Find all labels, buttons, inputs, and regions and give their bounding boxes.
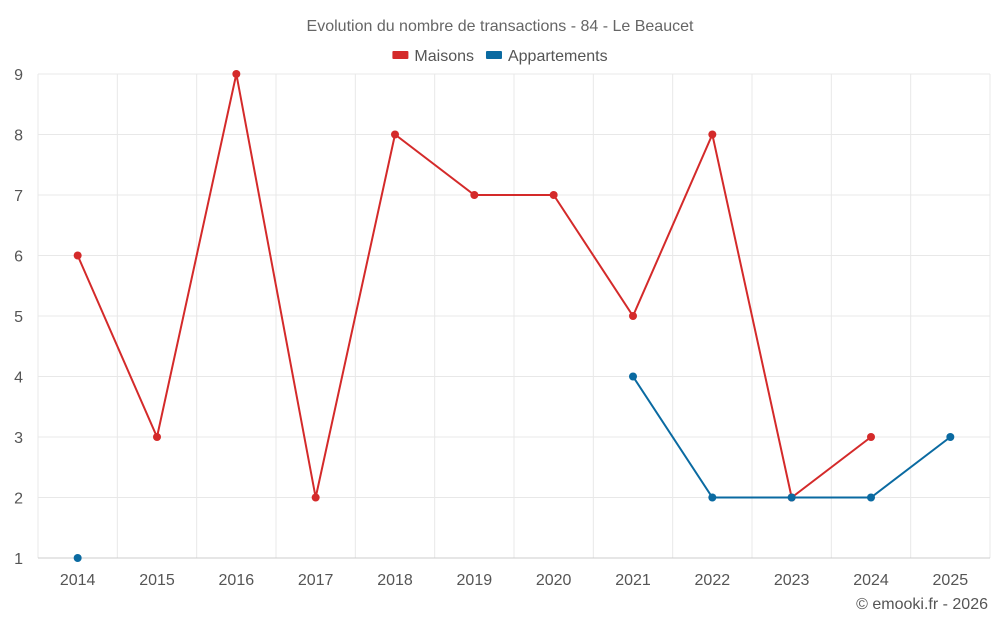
data-point[interactable]: [629, 372, 637, 381]
data-point[interactable]: [708, 493, 717, 502]
data-point[interactable]: [470, 191, 479, 199]
x-tick-label: 2020: [536, 572, 572, 589]
x-tick-label: 2024: [853, 572, 889, 589]
data-point[interactable]: [787, 493, 796, 502]
x-tick-label: 2016: [219, 572, 255, 589]
data-point[interactable]: [391, 130, 399, 139]
y-tick-label: 6: [14, 249, 23, 266]
legend-item-label[interactable]: Appartements: [508, 48, 608, 65]
x-tick-label: 2019: [457, 572, 493, 589]
x-tick-label: 2023: [774, 572, 810, 589]
credit-text: © emooki.fr - 2026: [856, 596, 988, 613]
y-tick-label: 3: [14, 430, 23, 447]
data-point[interactable]: [311, 493, 320, 502]
y-tick-label: 9: [14, 67, 23, 84]
data-point[interactable]: [153, 433, 161, 441]
y-tick-label: 7: [14, 188, 23, 205]
x-tick-label: 2014: [60, 572, 96, 589]
legend-swatch: [392, 51, 409, 59]
chart-title: Evolution du nombre de transactions - 84…: [307, 18, 694, 35]
x-tick-label: 2025: [933, 572, 969, 589]
y-axis-ticks: 1 2 3 4 5 6 7 8 9: [14, 67, 23, 568]
y-tick-label: 5: [14, 309, 23, 326]
grid-lines: [37, 73, 991, 559]
series-group: [73, 70, 955, 562]
legend-swatch: [485, 51, 502, 59]
data-point[interactable]: [629, 312, 637, 320]
x-tick-label: 2017: [298, 572, 334, 589]
data-point[interactable]: [73, 251, 82, 260]
x-tick-label: 2021: [615, 572, 651, 589]
data-point[interactable]: [73, 554, 82, 562]
x-tick-label: 2015: [139, 572, 175, 589]
data-point[interactable]: [867, 493, 875, 502]
data-point[interactable]: [232, 70, 241, 78]
x-tick-label: 2018: [377, 572, 413, 589]
y-tick-label: 1: [14, 551, 23, 568]
x-axis-ticks: 2014 2015 2016 2017 2018 2019 2020 2021 2022 2023…: [60, 572, 968, 589]
x-tick-label: 2022: [695, 572, 731, 589]
legend-item-label[interactable]: Maisons: [414, 48, 474, 65]
legend: Maisons Appartements: [392, 48, 608, 65]
y-tick-label: 8: [14, 128, 23, 145]
y-tick-label: 2: [14, 491, 23, 508]
y-tick-label: 4: [14, 370, 23, 387]
data-point[interactable]: [708, 130, 717, 139]
series-appartements: [73, 372, 955, 562]
data-point[interactable]: [946, 433, 955, 441]
data-point[interactable]: [549, 191, 558, 199]
series-maisons: [73, 70, 875, 502]
data-point[interactable]: [867, 433, 875, 441]
